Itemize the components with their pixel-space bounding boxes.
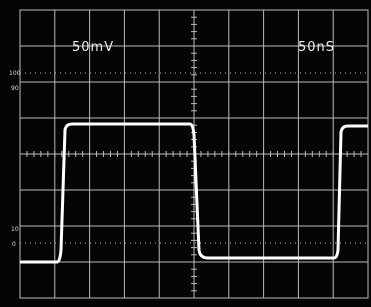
horizontal-scale: 50nS — [298, 40, 335, 55]
marker-label: 0 — [12, 241, 16, 248]
page: {"screen": {"vertical_scale": "50mV", "h… — [0, 0, 371, 307]
marker-label: 100 — [9, 70, 21, 77]
marker-label: 10 — [11, 226, 19, 233]
vertical-scale: 50mV — [72, 40, 114, 55]
marker-label: 90 — [11, 85, 19, 92]
scope-screen: 50mV 50nS 100 90 10 0 — [0, 0, 371, 307]
